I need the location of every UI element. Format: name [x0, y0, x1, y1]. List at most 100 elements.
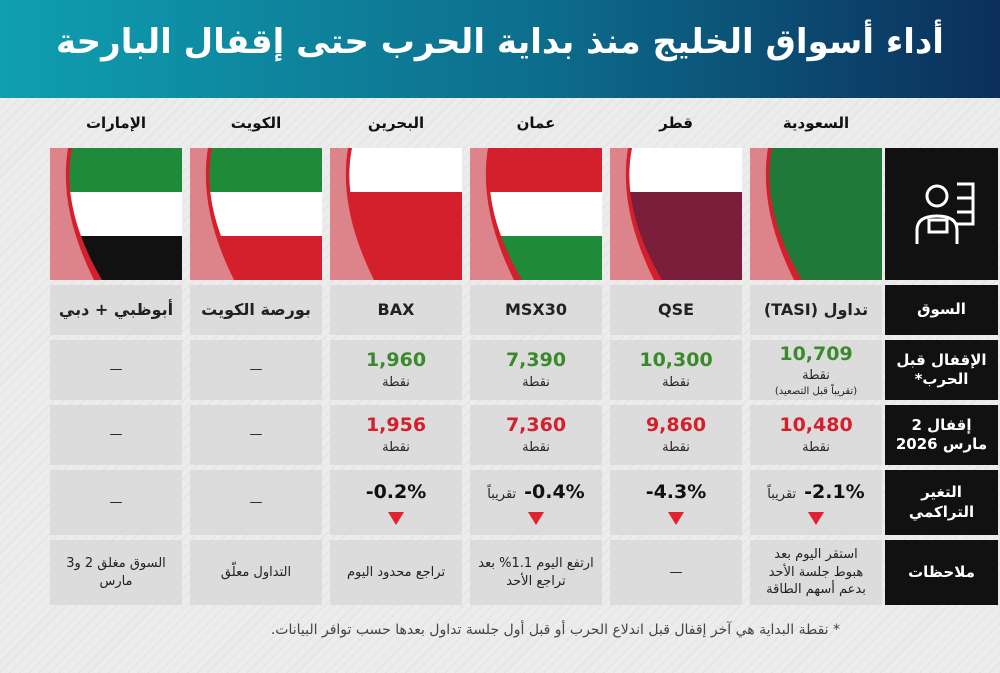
flag [470, 148, 602, 280]
cell-text: استقر اليوم بعد هبوط جلسة الأحد بدعم أسه… [766, 547, 866, 598]
country-name: قطر [659, 114, 693, 132]
table-cell: التداول معلّق [190, 540, 322, 605]
cell-text: — [249, 427, 263, 443]
table-cell: استقر اليوم بعد هبوط جلسة الأحد بدعم أسه… [750, 540, 882, 605]
icon-cell [885, 148, 998, 280]
table-cell: — [50, 470, 182, 535]
change-line: -0.4% تقريباً [487, 480, 584, 506]
down-arrow [388, 511, 404, 525]
cell-text: BAX [377, 300, 415, 320]
cell-text: أبوظبي + دبي [58, 300, 174, 320]
row-header: التغير التراكمي [885, 470, 998, 535]
cell-text: — [109, 362, 123, 378]
qualifier: تقريباً [767, 487, 797, 503]
table-cell: -0.2% [330, 470, 462, 535]
flag-graphic [470, 148, 602, 280]
change-value: -4.3% [645, 481, 707, 504]
cell-text: — [249, 494, 263, 510]
unit: نقطة [522, 375, 550, 391]
table-cell: 7,390 نقطة [470, 340, 602, 400]
table-cell: — [190, 405, 322, 465]
country-name: الكويت [230, 114, 282, 132]
table-cell: تراجع محدود اليوم [330, 540, 462, 605]
value: 1,956 [365, 414, 427, 437]
table-cell: — [190, 340, 322, 400]
table-cell: 10,709 نقطة (تقريباً قبل التصعيد) [750, 340, 882, 400]
unit: نقطة [522, 440, 550, 456]
cell-text: QSE [657, 300, 695, 320]
value: 7,390 [505, 349, 567, 372]
value: 9,860 [645, 414, 707, 437]
analyst-icon [915, 182, 974, 244]
flag-graphic [190, 148, 322, 280]
cell-text: ارتفع اليوم 1.1% بعد تراجع الأحد [478, 555, 594, 589]
cell-text: — [109, 427, 123, 443]
unit: نقطة [382, 440, 410, 456]
change-line: -4.3% [646, 480, 707, 506]
table-cell: -0.4% تقريباً [470, 470, 602, 535]
down-arrow [808, 511, 824, 525]
table-cell: — [50, 340, 182, 400]
country-name: السعودية [782, 114, 850, 132]
unit: نقطة [802, 368, 830, 384]
change-line: -0.2% [366, 480, 427, 506]
country-name: الإمارات [85, 114, 147, 132]
country-name: عمان [516, 114, 556, 132]
table-cell: -2.1% تقريباً [750, 470, 882, 535]
value: 1,960 [365, 349, 427, 372]
cell-text: — [109, 494, 123, 510]
row-header: إقفال 2 مارس 2026 [885, 405, 998, 465]
cell-text: السوق مغلق 2 و3 مارس [66, 555, 166, 589]
value: 10,300 [639, 349, 713, 372]
change-line: -2.1% تقريباً [767, 480, 864, 506]
down-arrow [668, 511, 684, 525]
change-value: -2.1% [804, 481, 865, 504]
change-value: -0.2% [365, 481, 427, 504]
cell-text: التداول معلّق [220, 564, 292, 580]
table-cell: 10,480 نقطة [750, 405, 882, 465]
cell-text: بورصة الكويت [201, 300, 311, 320]
value: 7,360 [505, 414, 567, 437]
title: أداء أسواق الخليج منذ بداية الحرب حتى إق… [56, 22, 944, 62]
cell-text: — [669, 564, 683, 580]
change-value: -0.4% [524, 481, 585, 504]
note: (تقريباً قبل التصعيد) [774, 385, 858, 397]
table-cell: 7,360 نقطة [470, 405, 602, 465]
table-cell: MSX30 [470, 285, 602, 335]
flag-graphic [610, 148, 742, 280]
country-name: البحرين [367, 114, 425, 132]
unit: نقطة [662, 440, 690, 456]
cell-text: MSX30 [504, 300, 568, 320]
unit: نقطة [662, 375, 690, 391]
title-banner: أداء أسواق الخليج منذ بداية الحرب حتى إق… [0, 0, 1000, 98]
table-cell: — [50, 405, 182, 465]
table-cell: 1,960 نقطة [330, 340, 462, 400]
down-arrow [528, 511, 544, 525]
row-header: الإقفال قبل الحرب* [885, 340, 998, 400]
table-cell: BAX [330, 285, 462, 335]
table-cell: 9,860 نقطة [610, 405, 742, 465]
table-cell: بورصة الكويت [190, 285, 322, 335]
table-cell: أبوظبي + دبي [50, 285, 182, 335]
table-cell: 10,300 نقطة [610, 340, 742, 400]
flag [750, 148, 882, 280]
unit: نقطة [382, 375, 410, 391]
cell-text: تراجع محدود اليوم [346, 564, 446, 580]
unit: نقطة [802, 440, 830, 456]
table-cell: 1,956 نقطة [330, 405, 462, 465]
qualifier: تقريباً [487, 487, 517, 503]
table-cell: -4.3% [610, 470, 742, 535]
footnote: * نقطة البداية هي آخر إقفال قبل اندلاع ا… [270, 622, 840, 638]
row-header: السوق [885, 285, 998, 335]
table-cell: ارتفع اليوم 1.1% بعد تراجع الأحد [470, 540, 602, 605]
cell-text: — [249, 362, 263, 378]
flag [610, 148, 742, 280]
flag [330, 148, 462, 280]
table-cell: — [190, 470, 322, 535]
table-cell: QSE [610, 285, 742, 335]
value: 10,480 [779, 414, 853, 437]
cell-text: تداول (TASI) [763, 300, 869, 320]
value: 10,709 [779, 342, 853, 365]
flag [50, 148, 182, 280]
flag [190, 148, 322, 280]
